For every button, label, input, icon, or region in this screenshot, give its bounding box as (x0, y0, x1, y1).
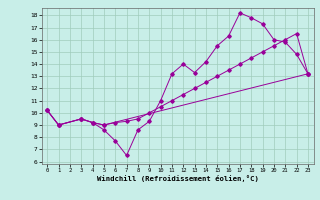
X-axis label: Windchill (Refroidissement éolien,°C): Windchill (Refroidissement éolien,°C) (97, 175, 259, 182)
